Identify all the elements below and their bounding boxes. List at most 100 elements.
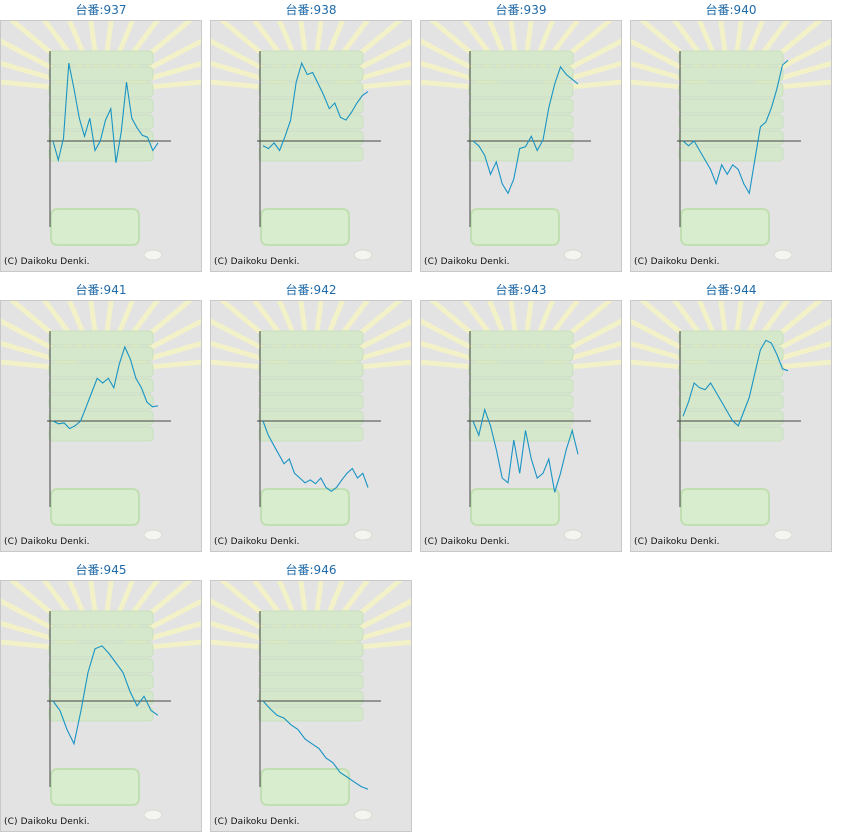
tier-box <box>678 394 784 410</box>
tier-box <box>258 690 364 706</box>
tier-box <box>258 394 364 410</box>
tier-box <box>468 346 574 362</box>
tier-box <box>468 426 574 442</box>
series-line <box>682 59 789 195</box>
tier-box <box>258 146 364 162</box>
machine-chart-939[interactable]: 台番:939 (C) Daikoku Denki. <box>420 0 622 272</box>
chart-panel: (C) Daikoku Denki. <box>630 300 832 552</box>
chart-title[interactable]: 台番:945 <box>75 563 127 577</box>
chart-title[interactable]: 台番:944 <box>705 283 757 297</box>
series-line <box>262 700 369 790</box>
tier-box <box>258 114 364 130</box>
tray-box <box>260 488 350 526</box>
chart-title[interactable]: 台番:939 <box>495 3 547 17</box>
series-line <box>262 61 369 152</box>
tier-box <box>678 66 784 82</box>
chart-title[interactable]: 台番:940 <box>705 3 757 17</box>
tier-box <box>48 706 154 722</box>
machine-chart-940[interactable]: 台番:940 (C) Daikoku Denki. <box>630 0 832 272</box>
tier-box <box>258 642 364 658</box>
chart-title[interactable]: 台番:946 <box>285 563 337 577</box>
tier-box <box>48 146 154 162</box>
tier-box <box>258 66 364 82</box>
tier-box <box>48 330 154 346</box>
machine-chart-941[interactable]: 台番:941 (C) Daikoku Denki. <box>0 280 202 552</box>
chart-panel: (C) Daikoku Denki. <box>0 300 202 552</box>
tier-box <box>468 394 574 410</box>
tier-box <box>468 330 574 346</box>
chart-panel: (C) Daikoku Denki. <box>420 300 622 552</box>
tier-box <box>468 410 574 426</box>
chart-title[interactable]: 台番:937 <box>75 3 127 17</box>
tray-box <box>470 208 560 246</box>
series-line <box>682 339 789 427</box>
tier-box <box>258 426 364 442</box>
series-line <box>472 65 579 195</box>
copyright-text: (C) Daikoku Denki. <box>424 537 510 547</box>
chart-plot <box>631 301 831 541</box>
tier-box <box>468 130 574 146</box>
chart-plot <box>211 21 411 261</box>
chart-title[interactable]: 台番:941 <box>75 283 127 297</box>
machine-chart-938[interactable]: 台番:938 (C) Daikoku Denki. <box>210 0 412 272</box>
background-art <box>1 581 201 821</box>
tier-box <box>258 626 364 642</box>
copyright-text: (C) Daikoku Denki. <box>424 257 510 267</box>
copyright-text: (C) Daikoku Denki. <box>634 257 720 267</box>
tier-box <box>678 362 784 378</box>
chart-plot <box>421 21 621 261</box>
tier-box <box>258 362 364 378</box>
machine-chart-946[interactable]: 台番:946 (C) Daikoku Denki. <box>210 560 412 832</box>
tier-box <box>468 378 574 394</box>
tier-box <box>48 378 154 394</box>
chart-plot <box>631 21 831 261</box>
tier-box <box>258 330 364 346</box>
tray-box <box>50 208 140 246</box>
chart-title[interactable]: 台番:938 <box>285 3 337 17</box>
machine-chart-942[interactable]: 台番:942 (C) Daikoku Denki. <box>210 280 412 552</box>
tier-box <box>678 426 784 442</box>
background-art <box>421 301 621 541</box>
chart-panel: (C) Daikoku Denki. <box>210 300 412 552</box>
copyright-text: (C) Daikoku Denki. <box>4 257 90 267</box>
chart-title[interactable]: 台番:943 <box>495 283 547 297</box>
chart-panel: (C) Daikoku Denki. <box>420 20 622 272</box>
tier-box <box>678 330 784 346</box>
tier-box <box>48 658 154 674</box>
machine-chart-944[interactable]: 台番:944 (C) Daikoku Denki. <box>630 280 832 552</box>
coin-disc <box>143 529 163 541</box>
machine-chart-937[interactable]: 台番:937 (C) Daikoku Denki. <box>0 0 202 272</box>
tier-box <box>48 626 154 642</box>
coin-disc <box>563 529 583 541</box>
coin-disc <box>143 249 163 261</box>
series-line <box>472 407 579 493</box>
background-art <box>1 301 201 541</box>
copyright-text: (C) Daikoku Denki. <box>634 537 720 547</box>
machine-chart-943[interactable]: 台番:943 (C) Daikoku Denki. <box>420 280 622 552</box>
background-art <box>1 21 201 261</box>
copyright-text: (C) Daikoku Denki. <box>214 817 300 827</box>
tier-box <box>258 610 364 626</box>
chart-plot <box>421 301 621 541</box>
tier-box <box>468 82 574 98</box>
tier-box <box>468 98 574 114</box>
machine-chart-945[interactable]: 台番:945 (C) Daikoku Denki. <box>0 560 202 832</box>
tier-box <box>468 146 574 162</box>
coin-disc <box>143 809 163 821</box>
copyright-text: (C) Daikoku Denki. <box>214 257 300 267</box>
series-line <box>262 420 369 492</box>
chart-title[interactable]: 台番:942 <box>285 283 337 297</box>
copyright-text: (C) Daikoku Denki. <box>4 537 90 547</box>
tier-box <box>258 82 364 98</box>
chart-panel: (C) Daikoku Denki. <box>210 580 412 832</box>
tier-box <box>48 674 154 690</box>
tier-box <box>468 66 574 82</box>
tier-box <box>48 690 154 706</box>
tier-box <box>468 114 574 130</box>
tier-box <box>48 82 154 98</box>
tier-box <box>48 66 154 82</box>
tier-box <box>678 50 784 66</box>
chart-panel: (C) Daikoku Denki. <box>210 20 412 272</box>
tier-box <box>678 98 784 114</box>
chart-plot <box>211 581 411 821</box>
